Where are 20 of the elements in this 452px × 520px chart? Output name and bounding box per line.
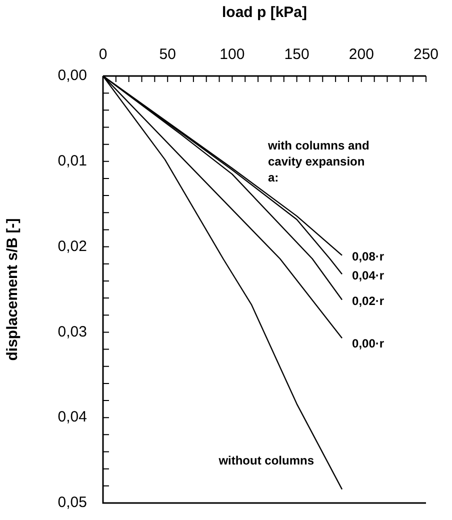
- y-tick-label: 0,04: [58, 408, 87, 426]
- series-label: 0,00·r: [352, 336, 384, 350]
- x-tick-label: 250: [413, 46, 439, 64]
- series-label: 0,02·r: [352, 294, 384, 308]
- series-label: without columns: [218, 454, 314, 468]
- y-tick-label: 0,01: [58, 152, 87, 170]
- y-tick-label: 0,03: [58, 323, 87, 340]
- y-tick-label: 0,00: [58, 67, 87, 84]
- y-axis-title: displacement s/B [-]: [4, 218, 22, 361]
- y-tick-label: 0,02: [58, 238, 87, 255]
- x-axis-title: load p [kPa]: [222, 4, 308, 22]
- x-tick-label: 200: [348, 46, 374, 64]
- x-tick-label: 50: [159, 46, 176, 64]
- annotation: with columns and cavity expansion a:: [267, 138, 370, 184]
- series-label: 0,04·r: [352, 268, 384, 282]
- x-tick-label: 150: [284, 46, 310, 64]
- x-tick-label: 0: [98, 46, 108, 64]
- series-label: 0,08·r: [352, 250, 384, 264]
- y-tick-label: 0,05: [58, 494, 87, 512]
- x-tick-label: 100: [220, 46, 245, 64]
